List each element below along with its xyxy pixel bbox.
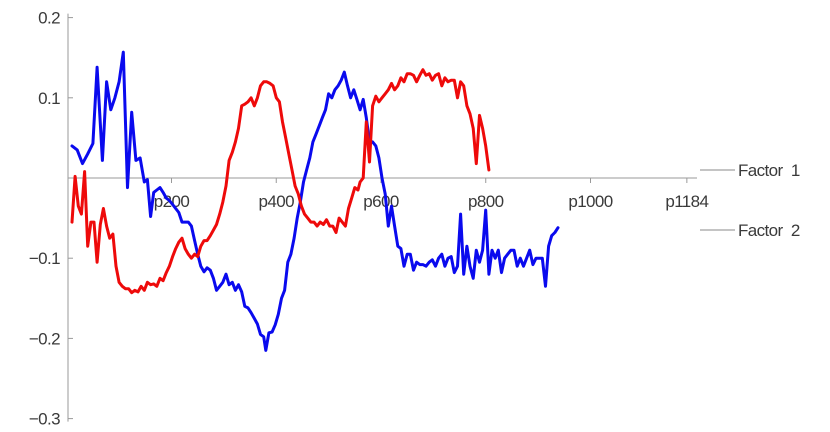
x-tick-label: p1184: [665, 192, 708, 211]
y-tick-label: 0.1: [38, 89, 60, 108]
x-tick-label: p400: [259, 192, 295, 211]
x-tick-label: p1000: [568, 192, 612, 211]
series-line-1: [70, 50, 560, 352]
x-tick-label: p600: [363, 192, 399, 211]
y-tick-label: −0.2: [29, 329, 60, 348]
x-tick-label: p800: [468, 192, 504, 211]
x-ticks: p200 p400 p600 p800 p1000 p1184: [154, 178, 709, 211]
legend-label: Factor 2: [738, 221, 800, 240]
legend: Factor 1 Factor 2: [700, 161, 800, 240]
series-line-2: [70, 68, 491, 295]
legend-label: Factor 1: [738, 161, 800, 180]
y-tick-label: −0.3: [29, 410, 60, 429]
series-group: [70, 50, 560, 352]
y-tick-label: −0.1: [29, 249, 60, 268]
y-tick-label: 0.2: [38, 9, 60, 28]
axes: [67, 13, 697, 422]
y-ticks: 0.2 0.1 −0.1 −0.2 −0.3: [29, 9, 73, 429]
